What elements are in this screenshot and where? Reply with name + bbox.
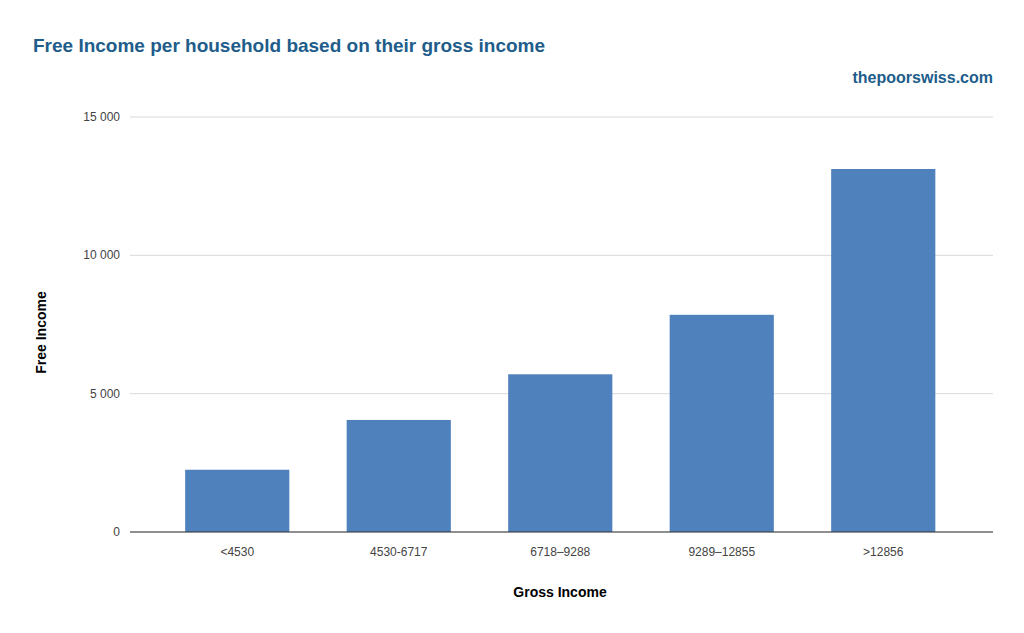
bar — [831, 169, 935, 532]
chart-container: Free Income per household based on their… — [0, 0, 1024, 633]
grid-line — [130, 532, 993, 533]
grid-line — [130, 117, 993, 118]
x-tick-label: 9289–12855 — [688, 545, 755, 559]
x-axis-line — [130, 532, 993, 533]
x-tick-label: 4530-6717 — [370, 545, 428, 559]
y-tick-label: 0 — [113, 525, 120, 539]
y-tick-label: 10 000 — [83, 248, 120, 262]
chart-svg: Free Income per household based on their… — [0, 0, 1024, 633]
x-axis-label: Gross Income — [513, 584, 607, 600]
bar — [347, 420, 451, 532]
y-tick-label: 15 000 — [83, 110, 120, 124]
x-tick-label: 6718–9288 — [530, 545, 590, 559]
x-tick-label: >12856 — [863, 545, 904, 559]
background — [0, 0, 1024, 633]
y-tick-label: 5 000 — [90, 387, 120, 401]
bars — [185, 169, 935, 532]
chart-subtitle: thepoorswiss.com — [853, 69, 993, 86]
bar — [508, 374, 612, 532]
y-tick-labels: 0 5 000 10 000 15 000 — [83, 110, 120, 539]
x-tick-labels: <4530 4530-6717 6718–9288 9289–12855 >12856 — [220, 545, 903, 559]
bar — [185, 470, 289, 532]
bar — [670, 315, 774, 532]
y-grid — [130, 117, 993, 532]
y-axis-label: Free Income — [33, 291, 49, 374]
x-tick-label: <4530 — [220, 545, 254, 559]
chart-title: Free Income per household based on their… — [33, 35, 545, 56]
